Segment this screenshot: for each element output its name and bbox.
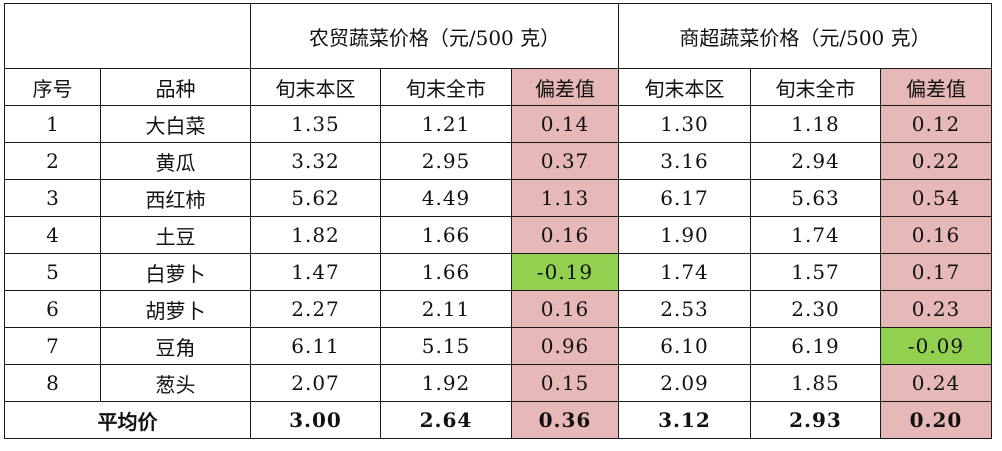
row-farm-local: 5.62 bbox=[250, 179, 381, 217]
row-farm-local: 2.27 bbox=[250, 290, 381, 328]
row-super-diff: 0.24 bbox=[880, 364, 992, 402]
corner-blank-cell bbox=[4, 3, 251, 69]
row-farm-city: 1.66 bbox=[380, 253, 512, 291]
row-index: 5 bbox=[4, 253, 101, 291]
row-index: 6 bbox=[4, 290, 101, 328]
average-farm-city: 2.64 bbox=[380, 401, 512, 439]
row-farm-local: 1.47 bbox=[250, 253, 381, 291]
table-row: 5 白萝卜 1.47 1.66 -0.19 1.74 1.57 0.17 bbox=[4, 253, 992, 291]
row-index: 2 bbox=[4, 142, 101, 180]
average-super-diff: 0.20 bbox=[880, 401, 992, 439]
row-farm-local: 3.32 bbox=[250, 142, 381, 180]
table-row: 1 大白菜 1.35 1.21 0.14 1.30 1.18 0.12 bbox=[4, 105, 992, 143]
table-row: 4 土豆 1.82 1.66 0.16 1.90 1.74 0.16 bbox=[4, 216, 992, 254]
row-farm-diff: 0.37 bbox=[511, 142, 619, 180]
index-header: 序号 bbox=[4, 68, 101, 106]
row-farm-local: 2.07 bbox=[250, 364, 381, 402]
row-index: 4 bbox=[4, 216, 101, 254]
row-farm-city: 1.21 bbox=[380, 105, 512, 143]
row-super-diff: 0.16 bbox=[880, 216, 992, 254]
row-variety: 土豆 bbox=[100, 216, 251, 254]
row-farm-city: 5.15 bbox=[380, 327, 512, 365]
row-super-local: 6.10 bbox=[618, 327, 751, 365]
row-farm-diff: 0.96 bbox=[511, 327, 619, 365]
average-super-local: 3.12 bbox=[618, 401, 751, 439]
row-farm-local: 1.82 bbox=[250, 216, 381, 254]
row-super-city: 5.63 bbox=[750, 179, 881, 217]
variety-header: 品种 bbox=[100, 68, 251, 106]
super-city-header: 旬末全市 bbox=[750, 68, 881, 106]
row-farm-diff: 0.16 bbox=[511, 290, 619, 328]
row-super-local: 3.16 bbox=[618, 142, 751, 180]
row-super-diff: 0.54 bbox=[880, 179, 992, 217]
table-row: 3 西红柿 5.62 4.49 1.13 6.17 5.63 0.54 bbox=[4, 179, 992, 217]
table-row: 6 胡萝卜 2.27 2.11 0.16 2.53 2.30 0.23 bbox=[4, 290, 992, 328]
row-super-city: 6.19 bbox=[750, 327, 881, 365]
table-body: 1 大白菜 1.35 1.21 0.14 1.30 1.18 0.12 2 黄瓜 3.32 2.95 0… bbox=[4, 105, 992, 402]
row-super-city: 1.57 bbox=[750, 253, 881, 291]
average-farm-local: 3.00 bbox=[250, 401, 381, 439]
row-variety: 白萝卜 bbox=[100, 253, 251, 291]
farm-diff-header: 偏差值 bbox=[511, 68, 619, 106]
average-row: 平均价 3.00 2.64 0.36 3.12 2.93 0.20 bbox=[4, 401, 992, 439]
super-local-header: 旬末本区 bbox=[618, 68, 751, 106]
row-farm-diff: -0.19 bbox=[511, 253, 619, 291]
column-header-row: 序号 品种 旬末本区 旬末全市 偏差值 旬末本区 旬末全市 偏差值 bbox=[4, 68, 992, 106]
row-farm-diff: 0.16 bbox=[511, 216, 619, 254]
row-super-diff: 0.23 bbox=[880, 290, 992, 328]
row-farm-city: 2.11 bbox=[380, 290, 512, 328]
row-super-local: 6.17 bbox=[618, 179, 751, 217]
row-super-city: 1.74 bbox=[750, 216, 881, 254]
table-row: 7 豆角 6.11 5.15 0.96 6.10 6.19 -0.09 bbox=[4, 327, 992, 365]
row-super-local: 2.09 bbox=[618, 364, 751, 402]
row-super-local: 2.53 bbox=[618, 290, 751, 328]
average-farm-diff: 0.36 bbox=[511, 401, 619, 439]
farm-city-header: 旬末全市 bbox=[380, 68, 512, 106]
row-variety: 大白菜 bbox=[100, 105, 251, 143]
row-farm-diff: 0.14 bbox=[511, 105, 619, 143]
row-super-diff: 0.12 bbox=[880, 105, 992, 143]
supermarket-group-header: 商超蔬菜价格（元/500 克） bbox=[618, 3, 992, 69]
row-farm-city: 4.49 bbox=[380, 179, 512, 217]
vegetable-price-table: 农贸蔬菜价格（元/500 克） 商超蔬菜价格（元/500 克） 序号 品种 旬末… bbox=[4, 3, 992, 439]
average-label: 平均价 bbox=[4, 401, 251, 439]
row-super-local: 1.30 bbox=[618, 105, 751, 143]
row-farm-local: 6.11 bbox=[250, 327, 381, 365]
row-farm-diff: 0.15 bbox=[511, 364, 619, 402]
row-variety: 黄瓜 bbox=[100, 142, 251, 180]
row-variety: 西红柿 bbox=[100, 179, 251, 217]
row-variety: 豆角 bbox=[100, 327, 251, 365]
row-index: 7 bbox=[4, 327, 101, 365]
row-super-diff: 0.22 bbox=[880, 142, 992, 180]
row-farm-local: 1.35 bbox=[250, 105, 381, 143]
row-super-city: 1.85 bbox=[750, 364, 881, 402]
group-header-row: 农贸蔬菜价格（元/500 克） 商超蔬菜价格（元/500 克） bbox=[4, 3, 992, 69]
row-super-city: 2.30 bbox=[750, 290, 881, 328]
row-super-city: 1.18 bbox=[750, 105, 881, 143]
row-super-city: 2.94 bbox=[750, 142, 881, 180]
row-super-local: 1.74 bbox=[618, 253, 751, 291]
row-variety: 葱头 bbox=[100, 364, 251, 402]
row-super-diff: -0.09 bbox=[880, 327, 992, 365]
row-index: 1 bbox=[4, 105, 101, 143]
farm-market-group-header: 农贸蔬菜价格（元/500 克） bbox=[250, 3, 619, 69]
row-index: 3 bbox=[4, 179, 101, 217]
row-farm-diff: 1.13 bbox=[511, 179, 619, 217]
table-row: 8 葱头 2.07 1.92 0.15 2.09 1.85 0.24 bbox=[4, 364, 992, 402]
row-super-local: 1.90 bbox=[618, 216, 751, 254]
row-variety: 胡萝卜 bbox=[100, 290, 251, 328]
row-farm-city: 1.92 bbox=[380, 364, 512, 402]
table-row: 2 黄瓜 3.32 2.95 0.37 3.16 2.94 0.22 bbox=[4, 142, 992, 180]
row-farm-city: 2.95 bbox=[380, 142, 512, 180]
average-super-city: 2.93 bbox=[750, 401, 881, 439]
row-farm-city: 1.66 bbox=[380, 216, 512, 254]
row-super-diff: 0.17 bbox=[880, 253, 992, 291]
super-diff-header: 偏差值 bbox=[880, 68, 992, 106]
row-index: 8 bbox=[4, 364, 101, 402]
farm-local-header: 旬末本区 bbox=[250, 68, 381, 106]
